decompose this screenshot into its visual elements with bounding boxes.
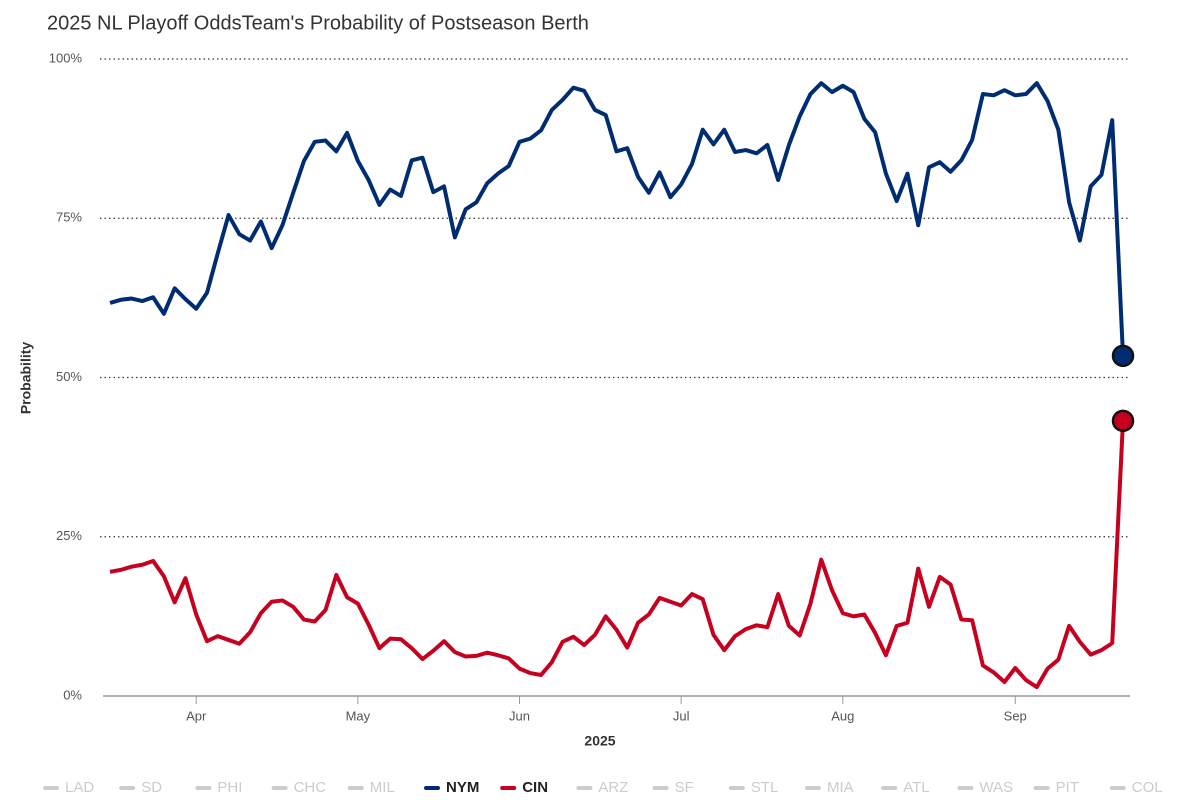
x-tick-label: May — [346, 708, 371, 723]
legend-item[interactable]: COL — [1109, 779, 1163, 796]
series-line — [109, 81, 1125, 356]
y-tick-label: 0% — [63, 687, 82, 702]
y-axis-label: Probability — [18, 342, 34, 415]
series-line — [109, 420, 1125, 690]
legend-label: MIA — [827, 779, 854, 796]
legend-label: NYM — [446, 779, 479, 796]
legend-label: LAD — [65, 779, 94, 796]
legend-item[interactable]: PHI — [195, 779, 242, 796]
y-tick-label: 50% — [56, 369, 82, 384]
legend-label: SD — [141, 779, 162, 796]
legend-item[interactable]: SD — [119, 779, 162, 796]
legend-label: CHC — [294, 779, 327, 796]
x-tick-label: Jul — [673, 708, 690, 723]
legend-item[interactable]: CIN — [500, 779, 548, 796]
y-tick-label: 75% — [56, 210, 82, 225]
legend-label: CIN — [522, 779, 548, 796]
x-tick-label: Jun — [509, 708, 530, 723]
x-tick-label: Sep — [1004, 708, 1027, 723]
legend-item[interactable]: WAS — [957, 779, 1013, 796]
legend-label: MIL — [370, 779, 395, 796]
legend-item[interactable]: MIL — [347, 779, 395, 796]
legend-item[interactable]: ATL — [881, 779, 930, 796]
legend-label: STL — [751, 779, 779, 796]
legend-item[interactable]: CHC — [271, 779, 327, 796]
legend-item[interactable]: ARZ — [576, 779, 628, 796]
x-tick-label: Aug — [831, 708, 854, 723]
legend-item[interactable]: SF — [652, 779, 694, 796]
legend-label: ATL — [903, 779, 929, 796]
legend-label: WAS — [979, 779, 1013, 796]
legend-label: ARZ — [598, 779, 628, 796]
legend-item[interactable]: STL — [728, 779, 779, 796]
legend-item[interactable]: LAD — [43, 779, 94, 796]
legend-item[interactable]: NYM — [424, 779, 479, 796]
y-tick-label: 25% — [56, 528, 82, 543]
chart-title: 2025 NL Playoff OddsTeam's Probability o… — [47, 12, 589, 34]
end-marker — [1111, 344, 1135, 368]
legend-item[interactable]: PIT — [1033, 779, 1079, 796]
legend-item[interactable]: MIA — [805, 779, 854, 796]
legend-label: SF — [675, 779, 694, 796]
legend-label: COL — [1132, 779, 1163, 796]
legend-label: PHI — [217, 779, 242, 796]
x-tick-label: Apr — [186, 708, 207, 723]
y-tick-label: 100% — [49, 50, 83, 65]
end-marker — [1111, 409, 1135, 433]
x-axis-label: 2025 — [584, 733, 615, 749]
legend-label: PIT — [1056, 779, 1079, 796]
